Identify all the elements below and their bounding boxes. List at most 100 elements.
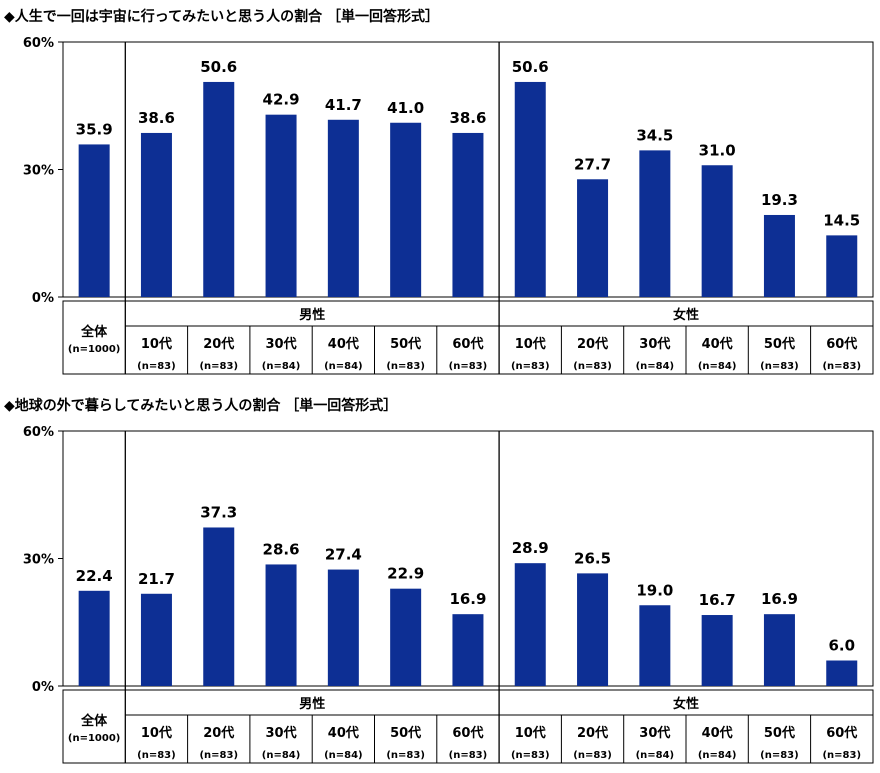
bar xyxy=(639,605,671,686)
n-label: (n=84) xyxy=(324,750,363,761)
n-label: (n=83) xyxy=(449,361,488,372)
n-label: (n=84) xyxy=(698,361,737,372)
age-label: 30代 xyxy=(639,725,670,741)
y-tick-label: 30% xyxy=(23,164,54,179)
group-label: 女性 xyxy=(673,696,699,712)
n-label: (n=83) xyxy=(137,750,176,761)
bar xyxy=(577,179,609,297)
n-label: (n=83) xyxy=(760,361,799,372)
overall-n-label: (n=1000) xyxy=(68,344,120,355)
age-label: 10代 xyxy=(515,725,546,741)
bar-value-label: 26.5 xyxy=(574,549,611,567)
bar xyxy=(826,235,858,297)
bar xyxy=(78,144,110,297)
category-table xyxy=(62,300,874,375)
bar xyxy=(390,122,422,297)
bar-chart-live-off-earth: 60% 30% 0% 22.4 21.7 37.3 28.6 27.4 22.9 16.9 28.9… xyxy=(23,425,874,764)
bar xyxy=(514,563,546,686)
bar-value-label: 16.7 xyxy=(699,591,736,609)
age-label: 50代 xyxy=(390,725,421,741)
age-label: 60代 xyxy=(826,336,857,352)
bar-value-label: 34.5 xyxy=(636,126,673,144)
bar-value-label: 22.9 xyxy=(387,565,424,583)
bar-value-label: 37.3 xyxy=(200,503,237,521)
group-label: 男性 xyxy=(299,696,325,712)
bar-chart-space-trip: 60% 30% 0% 35.9 38.6 50.6 42.9 41.7 41.0 38.6 50.6… xyxy=(23,36,874,375)
y-tick-label: 30% xyxy=(23,553,54,568)
bar-value-label: 50.6 xyxy=(200,58,237,76)
age-label: 40代 xyxy=(328,725,359,741)
chart-title: ◆地球の外で暮らしてみたいと思う人の割合 ［単一回答形式］ xyxy=(4,398,398,414)
n-label: (n=83) xyxy=(199,750,238,761)
bar-value-label: 31.0 xyxy=(699,141,736,159)
y-tick-label: 60% xyxy=(23,425,54,440)
n-label: (n=83) xyxy=(386,361,425,372)
bar xyxy=(763,214,795,297)
bar xyxy=(452,614,484,686)
bar-value-label: 41.0 xyxy=(387,99,424,117)
n-label: (n=84) xyxy=(262,361,301,372)
bar xyxy=(203,81,235,297)
bar-value-label: 27.7 xyxy=(574,155,611,173)
n-label: (n=84) xyxy=(262,750,301,761)
age-label: 50代 xyxy=(764,336,795,352)
group-label: 女性 xyxy=(673,307,699,323)
bar-value-label: 16.9 xyxy=(761,590,798,608)
bar-value-label: 22.4 xyxy=(76,567,113,585)
bar xyxy=(639,150,671,297)
bar xyxy=(452,132,484,297)
bar xyxy=(265,564,297,686)
n-label: (n=84) xyxy=(636,750,675,761)
age-label: 30代 xyxy=(266,336,297,352)
bar xyxy=(265,114,297,297)
n-label: (n=83) xyxy=(822,750,861,761)
y-tick-label: 0% xyxy=(32,680,54,695)
y-tick-label: 60% xyxy=(23,36,54,51)
bar xyxy=(826,660,858,686)
bar xyxy=(701,165,733,297)
n-label: (n=83) xyxy=(449,750,488,761)
age-label: 10代 xyxy=(515,336,546,352)
n-label: (n=83) xyxy=(573,361,612,372)
n-label: (n=83) xyxy=(199,361,238,372)
n-label: (n=83) xyxy=(511,361,550,372)
bar-value-label: 42.9 xyxy=(263,91,300,109)
n-label: (n=83) xyxy=(760,750,799,761)
bar xyxy=(763,614,795,686)
y-tick-label: 0% xyxy=(32,291,54,306)
bar-value-label: 38.6 xyxy=(138,109,175,127)
bar xyxy=(327,569,359,686)
n-label: (n=83) xyxy=(573,750,612,761)
n-label: (n=83) xyxy=(511,750,550,761)
group-label: 男性 xyxy=(299,307,325,323)
n-label: (n=84) xyxy=(636,361,675,372)
n-label: (n=83) xyxy=(386,750,425,761)
n-label: (n=83) xyxy=(137,361,176,372)
bar-value-label: 16.9 xyxy=(449,590,486,608)
bar-value-label: 38.6 xyxy=(449,109,486,127)
bar xyxy=(514,81,546,297)
age-label: 30代 xyxy=(266,725,297,741)
bar xyxy=(203,527,235,686)
bar-value-label: 50.6 xyxy=(512,58,549,76)
age-label: 20代 xyxy=(203,336,234,352)
bar-value-label: 19.0 xyxy=(636,581,673,599)
bar-value-label: 35.9 xyxy=(76,120,113,138)
bar xyxy=(327,119,359,298)
age-label: 50代 xyxy=(764,725,795,741)
chart-title: ◆人生で一回は宇宙に行ってみたいと思う人の割合 ［単一回答形式］ xyxy=(4,9,439,25)
bar xyxy=(701,615,733,686)
age-label: 40代 xyxy=(702,336,733,352)
overall-label: 全体 xyxy=(80,324,108,340)
bar xyxy=(577,573,609,686)
age-label: 10代 xyxy=(141,336,172,352)
bar xyxy=(140,593,172,686)
age-label: 40代 xyxy=(702,725,733,741)
category-table xyxy=(62,689,874,764)
overall-label: 全体 xyxy=(80,713,108,729)
age-label: 50代 xyxy=(390,336,421,352)
n-label: (n=84) xyxy=(698,750,737,761)
age-label: 20代 xyxy=(203,725,234,741)
age-label: 40代 xyxy=(328,336,359,352)
bar-value-label: 21.7 xyxy=(138,570,175,588)
